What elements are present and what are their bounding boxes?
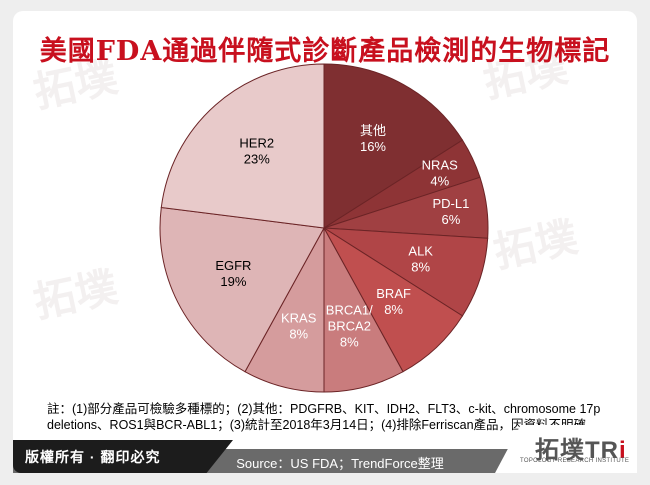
copyright-banner: 版權所有 · 翻印必究 — [13, 440, 233, 473]
logo-subtitle: TOPOLOGY RESEARCH INSTITUTE — [520, 458, 630, 464]
slice-label: 其他 16% — [360, 123, 386, 154]
slice-label: HER2 23% — [239, 136, 274, 167]
pie-slice — [323, 63, 464, 229]
slice-label: EGFR 19% — [215, 258, 251, 289]
logo-text: 拓墣TR — [535, 437, 619, 464]
slice-label: KRAS 8% — [281, 310, 317, 341]
pie-slice — [160, 63, 325, 229]
copyright-text: 版權所有 · 翻印必究 — [25, 449, 161, 465]
logo-dot: i — [619, 437, 627, 464]
pie-slice — [159, 206, 325, 373]
chart-title: 美國FDA通過伴隨式診斷產品檢測的生物標記 — [39, 36, 611, 67]
slice-label: BRCA1/BRCA2 8% — [326, 302, 373, 349]
tri-logo: 拓墣TRi — [535, 430, 627, 465]
slice-label: NRAS 4% — [422, 158, 458, 189]
note-line-1: 註：(1)部分產品可檢驗多種標的；(2)其他：PDGFRB、KIT、IDH2、F… — [47, 402, 601, 416]
slice-label: ALK 8% — [408, 243, 433, 274]
note-line-2: deletions、ROS1與BCR-ABL1；(3)統計至2018年3月14日… — [47, 418, 599, 432]
slice-label: BRAF 8% — [376, 286, 411, 317]
logo-panel — [495, 425, 637, 473]
source-text: Source：US FDA；TrendForce整理 — [236, 456, 444, 471]
slice-label: PD-L1 6% — [432, 196, 469, 227]
chart-notes: 註：(1)部分產品可檢驗多種標的；(2)其他：PDGFRB、KIT、IDH2、F… — [47, 401, 622, 433]
